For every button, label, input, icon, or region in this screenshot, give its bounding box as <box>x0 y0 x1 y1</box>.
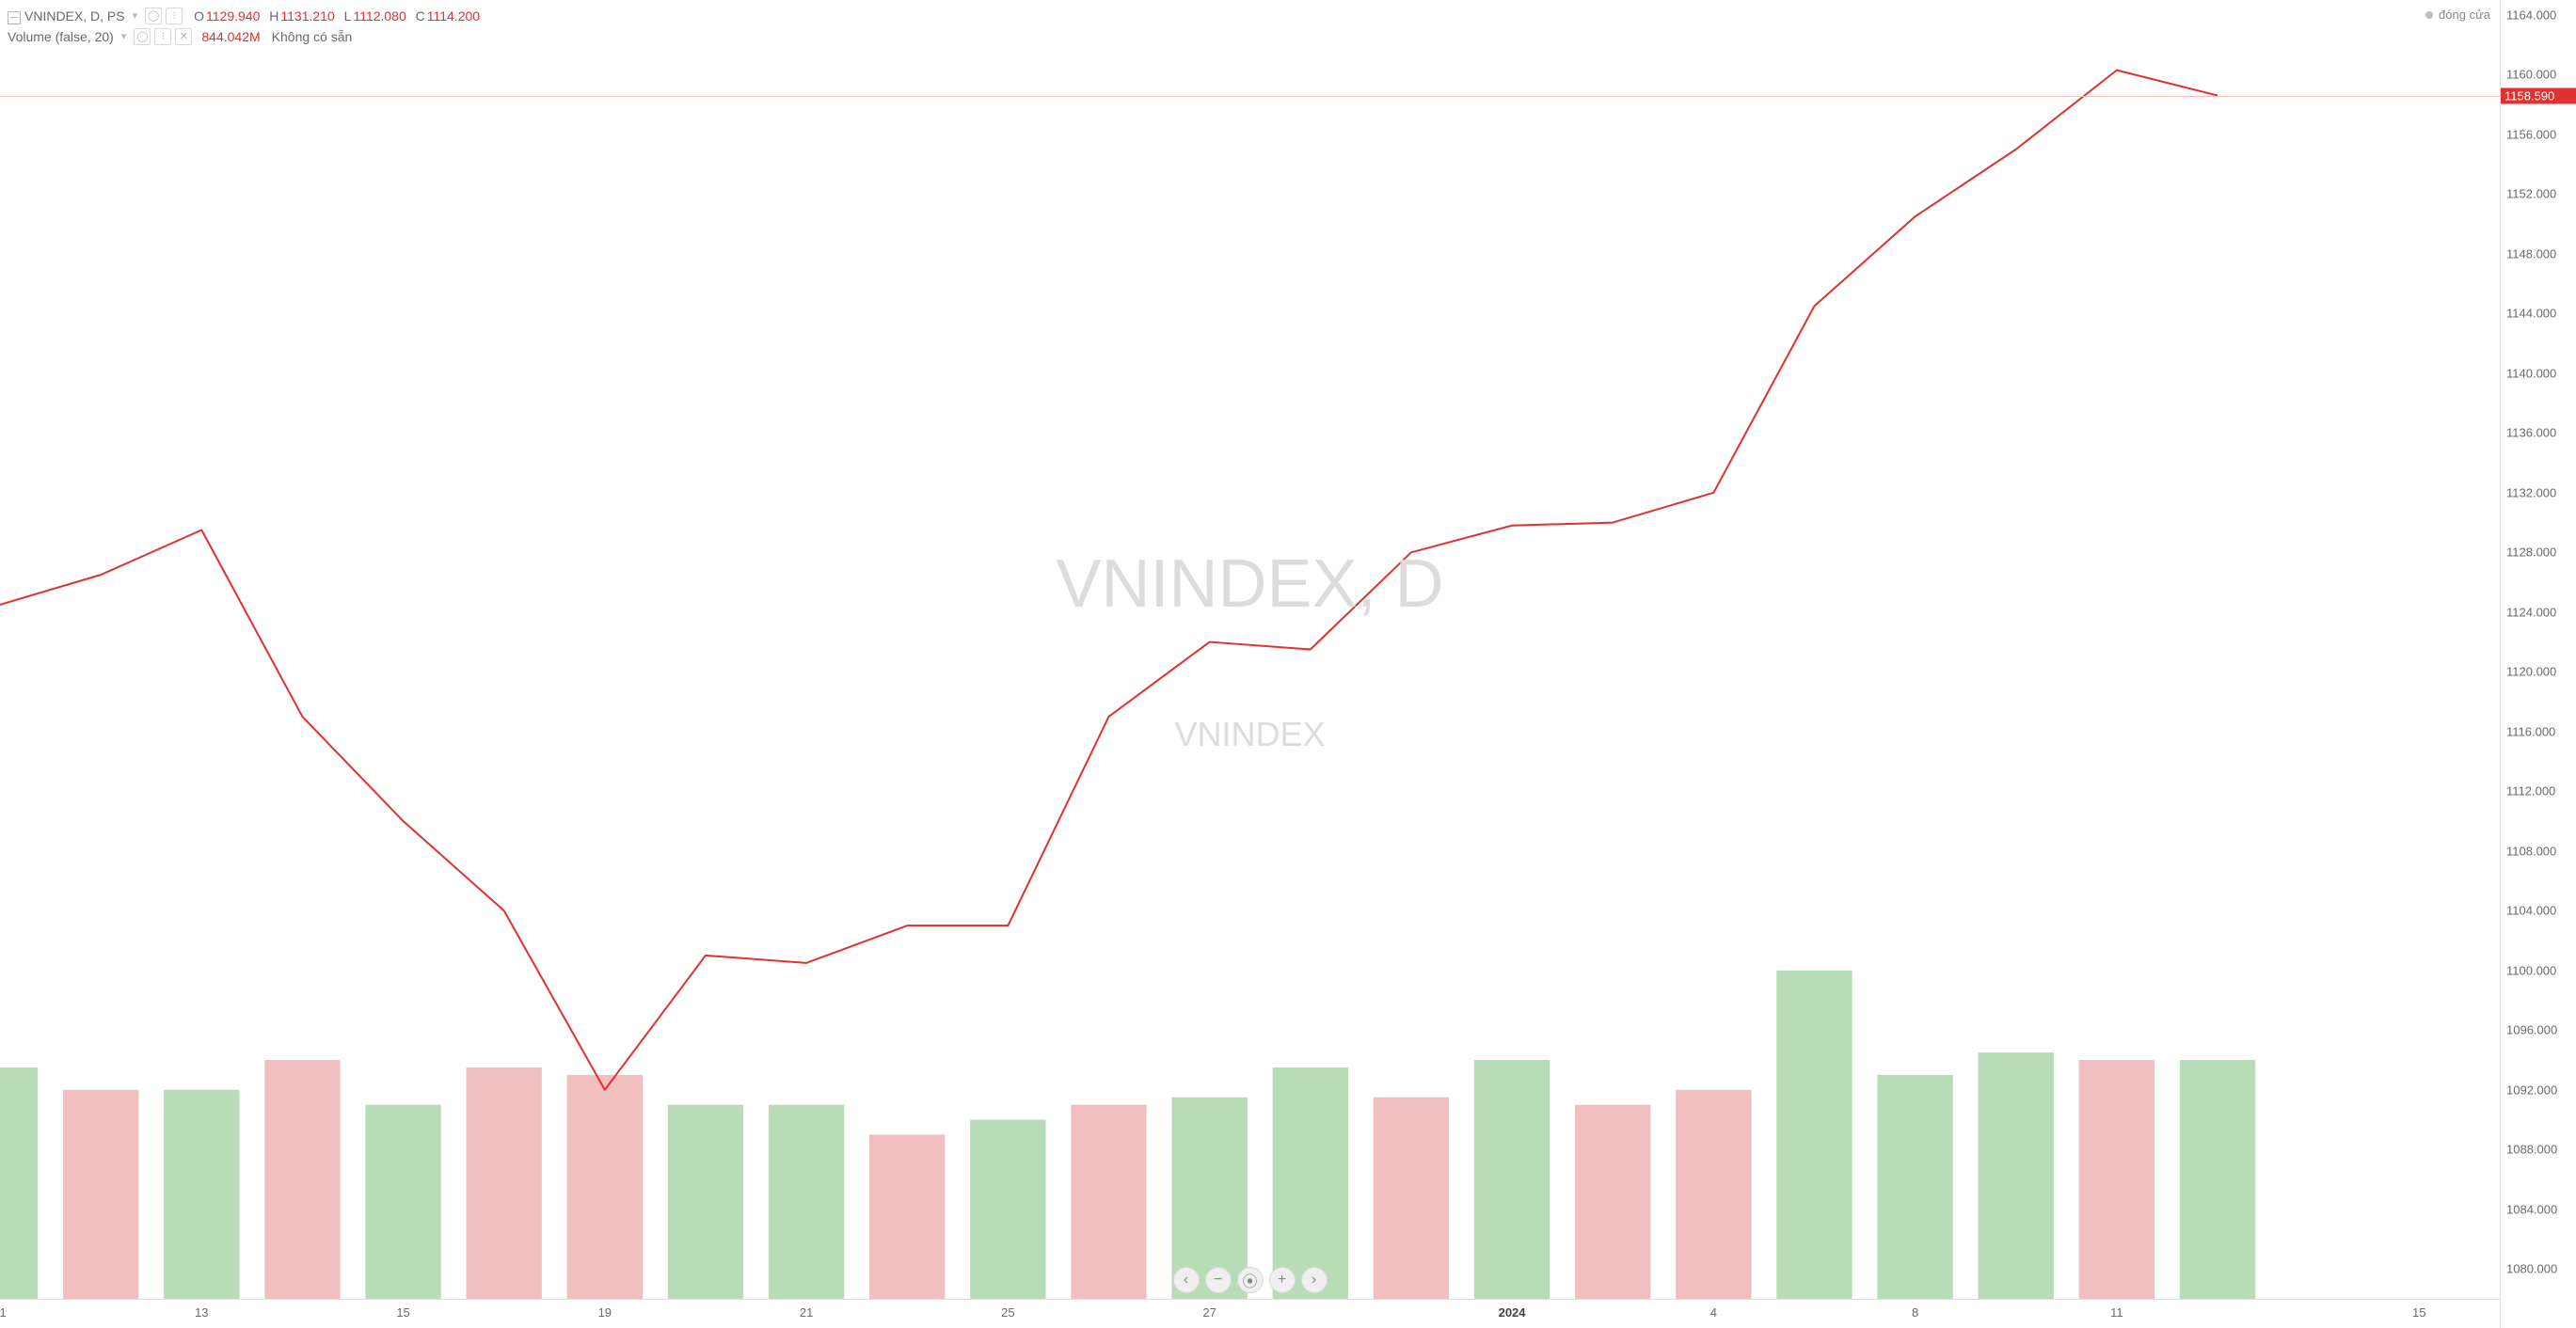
scroll-right-button[interactable]: › <box>1301 1267 1328 1293</box>
chart-container: VNINDEX, D VNINDEX VNINDEX, D, PS ▾ ◯ ⁝ … <box>0 0 2576 1328</box>
y-tick: 1136.000 <box>2506 426 2556 440</box>
y-tick: 1164.000 <box>2506 8 2556 22</box>
y-tick: 1092.000 <box>2506 1083 2557 1097</box>
x-tick: 8 <box>1912 1305 1918 1320</box>
x-tick: 11 <box>2110 1305 2123 1320</box>
y-axis[interactable]: 1080.000 1084.000 1088.000 1092.000 1096.000… <box>2501 0 2576 1300</box>
settings-icon[interactable]: ⁝ <box>154 28 171 45</box>
x-axis[interactable]: 11 13 15 19 21 25 27 2024 4 8 11 15 <box>0 1300 2501 1328</box>
volume-value: 844.042M <box>201 26 260 47</box>
y-reference-marker: 1158.590 <box>2501 87 2576 103</box>
y-tick: 1116.000 <box>2506 724 2555 738</box>
y-tick: 1080.000 <box>2506 1262 2557 1276</box>
settings-icon[interactable]: ⁝ <box>166 8 183 24</box>
y-tick: 1148.000 <box>2506 246 2556 261</box>
collapse-icon[interactable] <box>8 11 21 24</box>
x-tick: 11 <box>0 1305 7 1320</box>
dropdown-icon[interactable]: ▾ <box>121 26 127 47</box>
x-tick: 15 <box>2412 1305 2425 1320</box>
y-tick: 1160.000 <box>2506 68 2556 82</box>
scroll-left-button[interactable]: ‹ <box>1173 1267 1200 1293</box>
y-tick: 1156.000 <box>2506 127 2556 141</box>
y-tick: 1088.000 <box>2506 1143 2557 1157</box>
zoom-out-button[interactable]: − <box>1205 1267 1232 1293</box>
chart-legend: VNINDEX, D, PS ▾ ◯ ⁝ O1129.940 H1131.210… <box>8 6 480 47</box>
status-text: đóng cửa <box>2439 8 2490 22</box>
symbol-label[interactable]: VNINDEX, D, PS <box>24 6 125 26</box>
y-tick: 1120.000 <box>2506 665 2556 679</box>
status-dot-icon <box>2425 11 2433 19</box>
dropdown-icon[interactable]: ▾ <box>133 6 138 26</box>
zoom-in-button[interactable]: + <box>1269 1267 1296 1293</box>
x-tick: 19 <box>598 1305 612 1320</box>
ohlc-readout: O1129.940 H1131.210 L1112.080 C1114.200 <box>188 6 480 26</box>
x-tick: 2024 <box>1499 1305 1526 1320</box>
x-tick: 25 <box>1001 1305 1014 1320</box>
x-tick: 13 <box>195 1305 208 1320</box>
y-tick: 1132.000 <box>2506 485 2556 499</box>
y-tick: 1124.000 <box>2506 605 2556 619</box>
y-tick: 1152.000 <box>2506 187 2556 201</box>
y-tick: 1112.000 <box>2506 784 2555 798</box>
price-reference-line <box>0 96 2500 97</box>
legend-row-volume: Volume (false, 20) ▾ ◯ ⁝ ✕ 844.042M Khôn… <box>8 26 480 47</box>
y-tick: 1084.000 <box>2506 1202 2557 1216</box>
zoom-toolbar: ‹ − ⦿ + › <box>1173 1267 1328 1293</box>
volume-label[interactable]: Volume (false, 20) <box>8 26 114 47</box>
y-tick: 1100.000 <box>2506 963 2556 977</box>
zoom-reset-button[interactable]: ⦿ <box>1237 1267 1264 1293</box>
x-tick: 27 <box>1202 1305 1216 1320</box>
x-tick: 15 <box>396 1305 409 1320</box>
y-tick: 1140.000 <box>2506 366 2556 380</box>
y-tick: 1108.000 <box>2506 844 2556 858</box>
plot-area[interactable]: VNINDEX, D VNINDEX VNINDEX, D, PS ▾ ◯ ⁝ … <box>0 0 2501 1300</box>
y-tick: 1144.000 <box>2506 307 2556 321</box>
market-status: đóng cửa <box>2425 8 2490 22</box>
y-tick: 1128.000 <box>2506 545 2556 560</box>
y-tick: 1104.000 <box>2506 904 2556 918</box>
y-tick: 1096.000 <box>2506 1023 2557 1037</box>
x-tick: 4 <box>1710 1305 1717 1320</box>
legend-row-main: VNINDEX, D, PS ▾ ◯ ⁝ O1129.940 H1131.210… <box>8 6 480 26</box>
close-icon[interactable]: ✕ <box>175 28 192 45</box>
hide-toggle-icon[interactable]: ◯ <box>145 8 162 24</box>
hide-toggle-icon[interactable]: ◯ <box>134 28 151 45</box>
volume-na: Không có sẵn <box>272 26 353 47</box>
x-tick: 21 <box>800 1305 813 1320</box>
